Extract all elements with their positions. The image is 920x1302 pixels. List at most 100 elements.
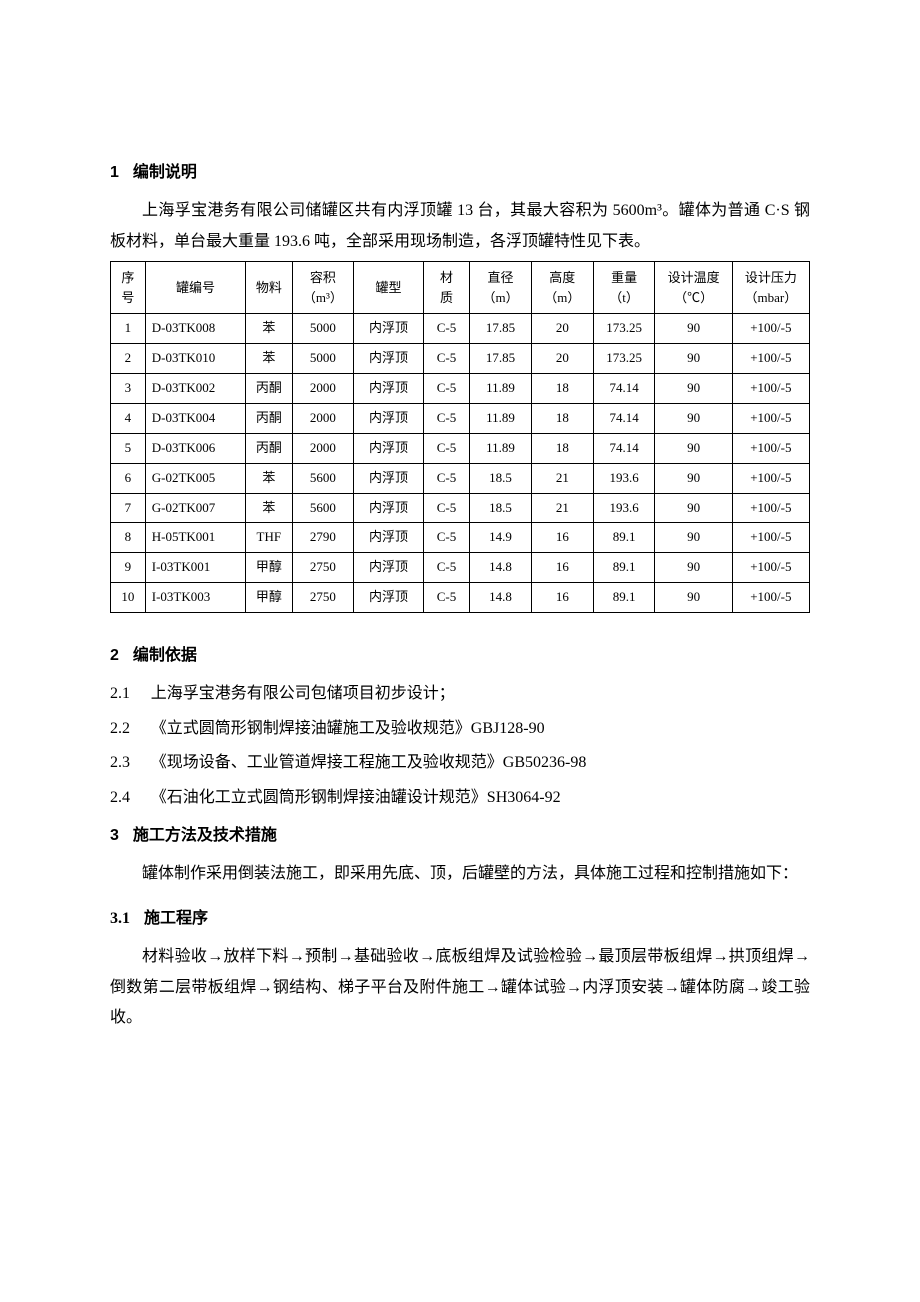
table-header-cell: 设计压力（mbar）	[732, 262, 809, 314]
table-cell: 内浮顶	[354, 553, 424, 583]
table-header-cell: 直径（m）	[470, 262, 532, 314]
section-3-title: 施工方法及技术措施	[133, 827, 277, 844]
table-cell: 2790	[292, 523, 354, 553]
table-cell: 5000	[292, 314, 354, 344]
table-row: 5D-03TK006丙酮2000内浮顶C-511.891874.1490+100…	[111, 433, 810, 463]
table-cell: +100/-5	[732, 463, 809, 493]
table-cell: +100/-5	[732, 523, 809, 553]
table-cell: D-03TK010	[145, 344, 245, 374]
table-row: 9I-03TK001甲醇2750内浮顶C-514.81689.190+100/-…	[111, 553, 810, 583]
table-cell: +100/-5	[732, 433, 809, 463]
section-2-list: 2.1 上海孚宝港务有限公司包储项目初步设计； 2.2 《立式圆筒形钢制焊接油罐施…	[110, 679, 810, 813]
table-row: 8H-05TK001THF2790内浮顶C-514.91689.190+100/…	[111, 523, 810, 553]
table-cell: 2000	[292, 403, 354, 433]
table-cell: +100/-5	[732, 373, 809, 403]
table-cell: +100/-5	[732, 403, 809, 433]
table-cell: 90	[655, 344, 732, 374]
table-row: 6G-02TK005苯5600内浮顶C-518.521193.690+100/-…	[111, 463, 810, 493]
table-cell: 74.14	[593, 373, 655, 403]
table-cell: 内浮顶	[354, 493, 424, 523]
table-cell: D-03TK004	[145, 403, 245, 433]
table-cell: 90	[655, 583, 732, 613]
table-cell: 18	[531, 373, 593, 403]
table-cell: 2000	[292, 373, 354, 403]
table-header-cell: 重量（t）	[593, 262, 655, 314]
table-cell: 18	[531, 433, 593, 463]
tank-table-body: 1D-03TK008苯5000内浮顶C-517.8520173.2590+100…	[111, 314, 810, 613]
table-cell: C-5	[423, 523, 469, 553]
section-2-num: 2	[110, 641, 119, 671]
table-header-cell: 设计温度（℃）	[655, 262, 732, 314]
table-cell: 3	[111, 373, 146, 403]
table-row: 3D-03TK002丙酮2000内浮顶C-511.891874.1490+100…	[111, 373, 810, 403]
table-cell: G-02TK007	[145, 493, 245, 523]
reference-item: 2.2 《立式圆筒形钢制焊接油罐施工及验收规范》GBJ128-90	[110, 714, 810, 744]
table-cell: 11.89	[470, 403, 532, 433]
table-cell: 193.6	[593, 493, 655, 523]
section-3-1-num: 3.1	[110, 904, 130, 934]
table-cell: 苯	[246, 463, 292, 493]
reference-item-num: 2.4	[110, 783, 147, 813]
table-row: 10I-03TK003甲醇2750内浮顶C-514.81689.190+100/…	[111, 583, 810, 613]
table-cell: 5000	[292, 344, 354, 374]
table-cell: 8	[111, 523, 146, 553]
reference-item-text: 《现场设备、工业管道焊接工程施工及验收规范》GB50236-98	[147, 754, 587, 771]
table-cell: 苯	[246, 493, 292, 523]
table-cell: 16	[531, 523, 593, 553]
table-cell: 21	[531, 463, 593, 493]
table-cell: C-5	[423, 403, 469, 433]
reference-item: 2.3 《现场设备、工业管道焊接工程施工及验收规范》GB50236-98	[110, 748, 810, 778]
table-cell: 内浮顶	[354, 403, 424, 433]
table-cell: 甲醇	[246, 553, 292, 583]
table-cell: 18.5	[470, 463, 532, 493]
table-row: 4D-03TK004丙酮2000内浮顶C-511.891874.1490+100…	[111, 403, 810, 433]
table-cell: 74.14	[593, 403, 655, 433]
table-cell: C-5	[423, 344, 469, 374]
table-cell: 16	[531, 553, 593, 583]
table-cell: 内浮顶	[354, 463, 424, 493]
section-2-heading: 2编制依据	[110, 641, 810, 671]
table-cell: D-03TK006	[145, 433, 245, 463]
reference-item-num: 2.3	[110, 748, 147, 778]
table-cell: 甲醇	[246, 583, 292, 613]
table-cell: 17.85	[470, 344, 532, 374]
table-cell: 5	[111, 433, 146, 463]
table-cell: C-5	[423, 583, 469, 613]
table-cell: 内浮顶	[354, 314, 424, 344]
table-cell: 90	[655, 523, 732, 553]
table-row: 1D-03TK008苯5000内浮顶C-517.8520173.2590+100…	[111, 314, 810, 344]
table-cell: 内浮顶	[354, 433, 424, 463]
table-cell: +100/-5	[732, 553, 809, 583]
table-cell: 90	[655, 493, 732, 523]
section-1-num: 1	[110, 158, 119, 188]
table-cell: C-5	[423, 373, 469, 403]
table-cell: 2750	[292, 553, 354, 583]
table-cell: 7	[111, 493, 146, 523]
tank-table-head: 序号罐编号物料容积（m³）罐型材质直径（m）高度（m）重量（t）设计温度（℃）设…	[111, 262, 810, 314]
table-cell: 173.25	[593, 314, 655, 344]
table-header-cell: 物料	[246, 262, 292, 314]
section-3-paragraph: 罐体制作采用倒装法施工，即采用先底、顶，后罐壁的方法，具体施工过程和控制措施如下…	[110, 859, 810, 889]
table-cell: 90	[655, 373, 732, 403]
table-cell: 内浮顶	[354, 523, 424, 553]
table-cell: 74.14	[593, 433, 655, 463]
reference-item-num: 2.2	[110, 714, 147, 744]
table-cell: 90	[655, 314, 732, 344]
section-3-heading: 3施工方法及技术措施	[110, 821, 810, 851]
table-cell: 苯	[246, 314, 292, 344]
reference-item-num: 2.1	[110, 679, 147, 709]
table-cell: 丙酮	[246, 433, 292, 463]
table-cell: 14.8	[470, 553, 532, 583]
table-cell: 2000	[292, 433, 354, 463]
table-cell: 173.25	[593, 344, 655, 374]
table-row: 7G-02TK007苯5600内浮顶C-518.521193.690+100/-…	[111, 493, 810, 523]
reference-item: 2.1 上海孚宝港务有限公司包储项目初步设计；	[110, 679, 810, 709]
table-cell: 18.5	[470, 493, 532, 523]
section-1-paragraph: 上海孚宝港务有限公司储罐区共有内浮顶罐 13 台，其最大容积为 5600m³。罐…	[110, 196, 810, 257]
table-cell: 20	[531, 314, 593, 344]
table-cell: 90	[655, 553, 732, 583]
table-cell: 2	[111, 344, 146, 374]
table-cell: D-03TK008	[145, 314, 245, 344]
table-cell: 90	[655, 433, 732, 463]
table-cell: C-5	[423, 433, 469, 463]
